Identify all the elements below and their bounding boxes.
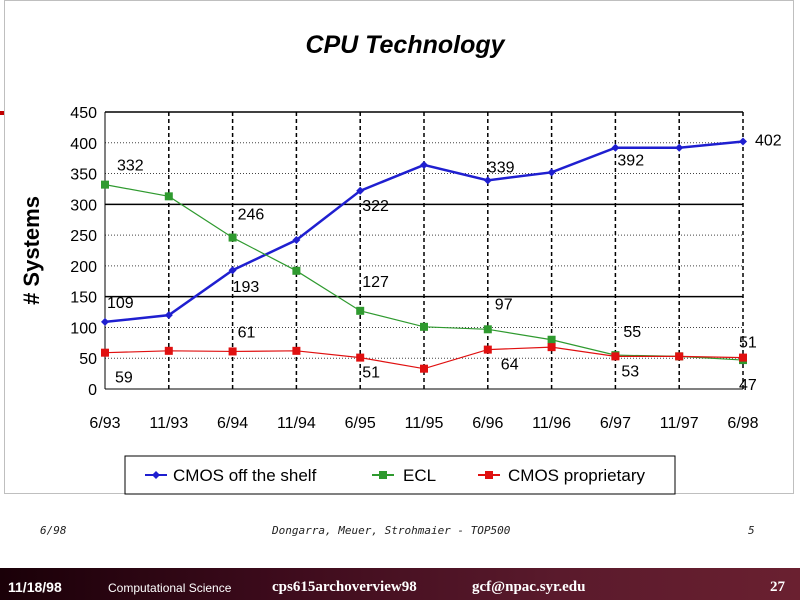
data-point-0	[547, 168, 556, 177]
x-tick-label: 6/93	[89, 415, 120, 432]
y-tick-label: 100	[70, 320, 97, 337]
data-label-1: 55	[623, 324, 641, 341]
data-label-1: 97	[495, 296, 513, 313]
x-tick-label: 11/97	[660, 415, 699, 432]
data-point-1	[101, 180, 109, 189]
x-tick-label: 6/98	[727, 415, 758, 432]
data-point-2	[547, 343, 556, 352]
chart-title: CPU Technology	[305, 31, 505, 59]
data-label-0: 339	[488, 159, 515, 176]
data-label-1: 332	[117, 158, 144, 175]
data-point-2	[228, 347, 237, 356]
data-label-0: 322	[362, 198, 389, 215]
legend-label-2: CMOS proprietary	[508, 466, 645, 485]
slide-footer-date: 6/98	[40, 524, 67, 537]
chart-frame: CPU Technology # Systems 0 50 100 150 200 250 30…	[4, 0, 794, 495]
bottom-bar-file: cps615archoverview98	[272, 579, 417, 595]
data-point-0	[611, 143, 620, 152]
data-label-2: 53	[621, 363, 639, 380]
data-point-1	[228, 233, 237, 242]
x-tick-label: 11/96	[532, 415, 571, 432]
data-point-1	[164, 192, 173, 201]
data-point-0	[675, 143, 684, 152]
data-point-1	[420, 322, 428, 331]
legend-box	[124, 455, 676, 495]
data-point-2	[483, 345, 492, 354]
data-label-1: 127	[362, 274, 389, 291]
data-point-0	[164, 311, 173, 320]
data-label-2: 51	[739, 335, 757, 352]
data-point-0	[101, 317, 109, 326]
data-point-2	[739, 353, 747, 362]
x-tick-label: 6/94	[217, 415, 248, 432]
data-label-0: 193	[233, 279, 260, 296]
data-label-0: 109	[107, 295, 134, 312]
x-tick-label: 6/97	[600, 415, 631, 432]
legend-marker-2	[485, 471, 493, 479]
data-point-1	[547, 335, 556, 344]
y-tick-label: 400	[70, 136, 97, 153]
legend-marker-0	[152, 471, 160, 479]
data-point-1	[292, 266, 301, 275]
data-point-0	[483, 176, 492, 185]
data-point-0	[420, 160, 428, 169]
data-point-0	[739, 137, 747, 146]
data-label-1: 47	[739, 377, 757, 394]
chart: CPU Technology # Systems 0 50 100 150 200 250 30…	[19, 31, 782, 495]
data-label-2: 59	[115, 370, 133, 387]
data-label-2: 61	[238, 324, 256, 341]
data-point-2	[356, 353, 365, 362]
data-point-0	[228, 266, 237, 275]
y-tick-label: 300	[70, 197, 97, 214]
data-point-1	[483, 325, 492, 334]
bottom-bar-email[interactable]: gcf@npac.syr.edu	[472, 579, 586, 595]
data-point-2	[164, 346, 173, 355]
y-tick-label: 50	[79, 351, 97, 368]
slide-footer-credit: Dongarra, Meuer, Strohmaier - TOP500	[272, 524, 511, 537]
slide-footer-number: 5	[748, 524, 755, 537]
y-tick-label: 0	[88, 382, 97, 399]
y-tick-label: 450	[70, 105, 97, 122]
x-tick-label: 6/96	[472, 415, 503, 432]
data-label-1: 246	[238, 207, 265, 224]
x-tick-label: 6/95	[345, 415, 376, 432]
y-tick-label: 250	[70, 228, 97, 245]
data-point-1	[356, 306, 365, 315]
legend-label-0: CMOS off the shelf	[173, 466, 317, 485]
bottom-bar: 11/18/98 Computational Science cps615arc…	[0, 568, 800, 600]
y-tick-label: 200	[70, 259, 97, 276]
legend-marker-1	[379, 471, 387, 479]
y-tick-label: 150	[70, 290, 97, 307]
legend-label-1: ECL	[403, 466, 436, 485]
x-tick-label: 11/93	[149, 415, 188, 432]
y-tick-label: 350	[70, 167, 97, 184]
bottom-bar-date: 11/18/98	[8, 579, 62, 595]
data-label-0: 392	[617, 153, 644, 170]
data-point-2	[101, 348, 109, 357]
data-point-0	[356, 186, 365, 195]
red-marker-dot	[0, 111, 4, 115]
data-point-2	[292, 346, 301, 355]
bottom-bar-page: 27	[770, 579, 785, 595]
bottom-bar-course: Computational Science	[108, 581, 232, 595]
data-point-0	[292, 236, 301, 245]
data-point-2	[675, 352, 684, 361]
data-point-2	[611, 352, 620, 361]
data-label-2: 51	[362, 365, 380, 382]
y-axis-label: # Systems	[19, 196, 44, 305]
x-tick-label: 11/95	[405, 415, 444, 432]
data-label-2: 64	[501, 357, 519, 374]
x-tick-label: 11/94	[277, 415, 316, 432]
data-label-0: 402	[755, 133, 782, 150]
data-point-2	[420, 364, 428, 373]
